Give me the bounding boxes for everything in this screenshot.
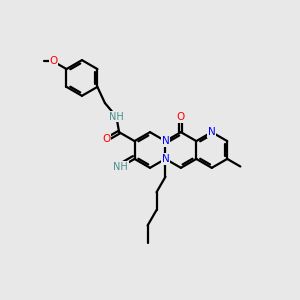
- Text: N: N: [208, 127, 216, 137]
- Text: O: O: [49, 56, 58, 67]
- Text: O: O: [102, 134, 111, 145]
- Text: NH: NH: [109, 112, 124, 122]
- Text: N: N: [162, 154, 169, 164]
- Text: N: N: [162, 136, 169, 146]
- Text: NH: NH: [113, 162, 128, 172]
- Text: O: O: [177, 112, 185, 122]
